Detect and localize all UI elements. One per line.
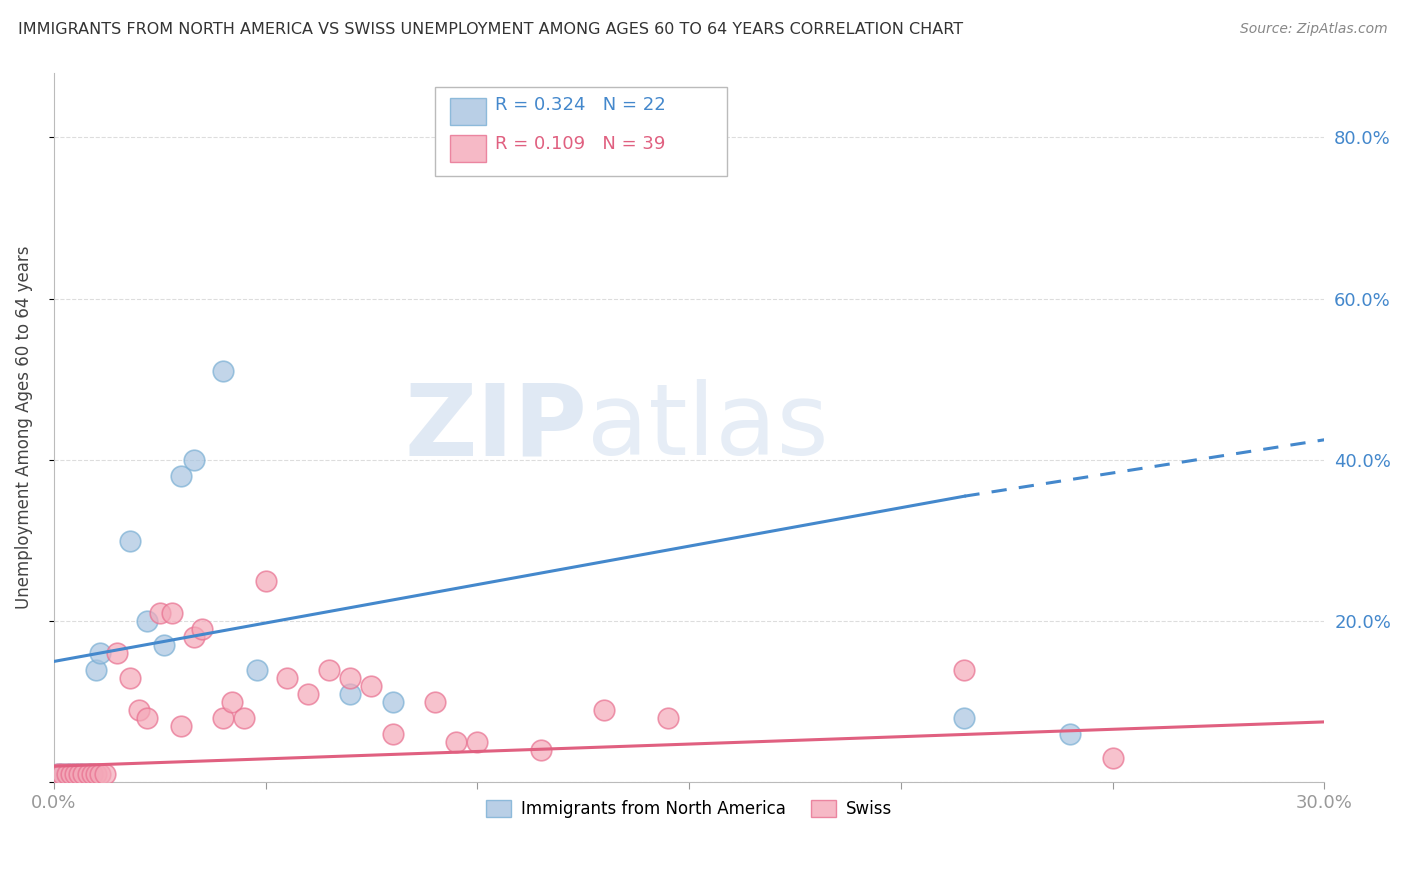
Point [212, 364, 235, 378]
Point [254, 574, 277, 588]
Point [297, 687, 319, 701]
Point [1059, 727, 1081, 741]
FancyBboxPatch shape [450, 135, 486, 161]
Point [128, 703, 150, 717]
Point [55, 767, 77, 781]
Point [149, 606, 172, 620]
FancyBboxPatch shape [450, 98, 486, 125]
Point [59, 767, 82, 781]
Point [183, 453, 205, 467]
Point [339, 687, 361, 701]
Text: R = 0.109   N = 39: R = 0.109 N = 39 [495, 135, 665, 153]
Point [233, 711, 256, 725]
Text: atlas: atlas [588, 379, 830, 476]
Point [318, 663, 340, 677]
Text: Source: ZipAtlas.com: Source: ZipAtlas.com [1240, 22, 1388, 37]
Point [170, 469, 193, 483]
Point [84, 663, 107, 677]
Point [381, 695, 404, 709]
Point [55, 767, 77, 781]
Point [120, 533, 142, 548]
Point [212, 711, 235, 725]
Point [93, 767, 115, 781]
Point [67, 767, 90, 781]
Text: R = 0.324   N = 22: R = 0.324 N = 22 [495, 96, 665, 114]
Point [46, 767, 69, 781]
Point [953, 663, 976, 677]
Point [162, 606, 184, 620]
Point [191, 622, 214, 636]
Point [67, 767, 90, 781]
Text: ZIP: ZIP [405, 379, 588, 476]
Point [120, 671, 142, 685]
Point [136, 614, 159, 628]
Point [63, 767, 86, 781]
Point [72, 767, 94, 781]
Point [183, 630, 205, 644]
Point [80, 767, 103, 781]
Point [593, 703, 616, 717]
Point [51, 767, 73, 781]
Point [76, 767, 98, 781]
Legend: Immigrants from North America, Swiss: Immigrants from North America, Swiss [479, 794, 898, 825]
Point [381, 727, 404, 741]
Point [89, 646, 111, 660]
Point [89, 767, 111, 781]
Point [360, 679, 382, 693]
Point [246, 663, 269, 677]
Point [72, 767, 94, 781]
Point [221, 695, 243, 709]
Point [76, 767, 98, 781]
Point [51, 767, 73, 781]
Point [59, 767, 82, 781]
Point [276, 671, 298, 685]
Point [657, 711, 679, 725]
Text: IMMIGRANTS FROM NORTH AMERICA VS SWISS UNEMPLOYMENT AMONG AGES 60 TO 64 YEARS CO: IMMIGRANTS FROM NORTH AMERICA VS SWISS U… [18, 22, 963, 37]
Point [170, 719, 193, 733]
Point [80, 767, 103, 781]
Point [46, 767, 69, 781]
Point [63, 767, 86, 781]
Point [105, 646, 128, 660]
Point [1101, 751, 1123, 765]
Y-axis label: Unemployment Among Ages 60 to 64 years: Unemployment Among Ages 60 to 64 years [15, 246, 32, 609]
Point [444, 735, 467, 749]
Point [530, 743, 553, 757]
FancyBboxPatch shape [434, 87, 727, 176]
Point [153, 638, 176, 652]
Point [84, 767, 107, 781]
Point [423, 695, 446, 709]
Point [953, 711, 976, 725]
Point [339, 671, 361, 685]
Point [136, 711, 159, 725]
Point [467, 735, 489, 749]
